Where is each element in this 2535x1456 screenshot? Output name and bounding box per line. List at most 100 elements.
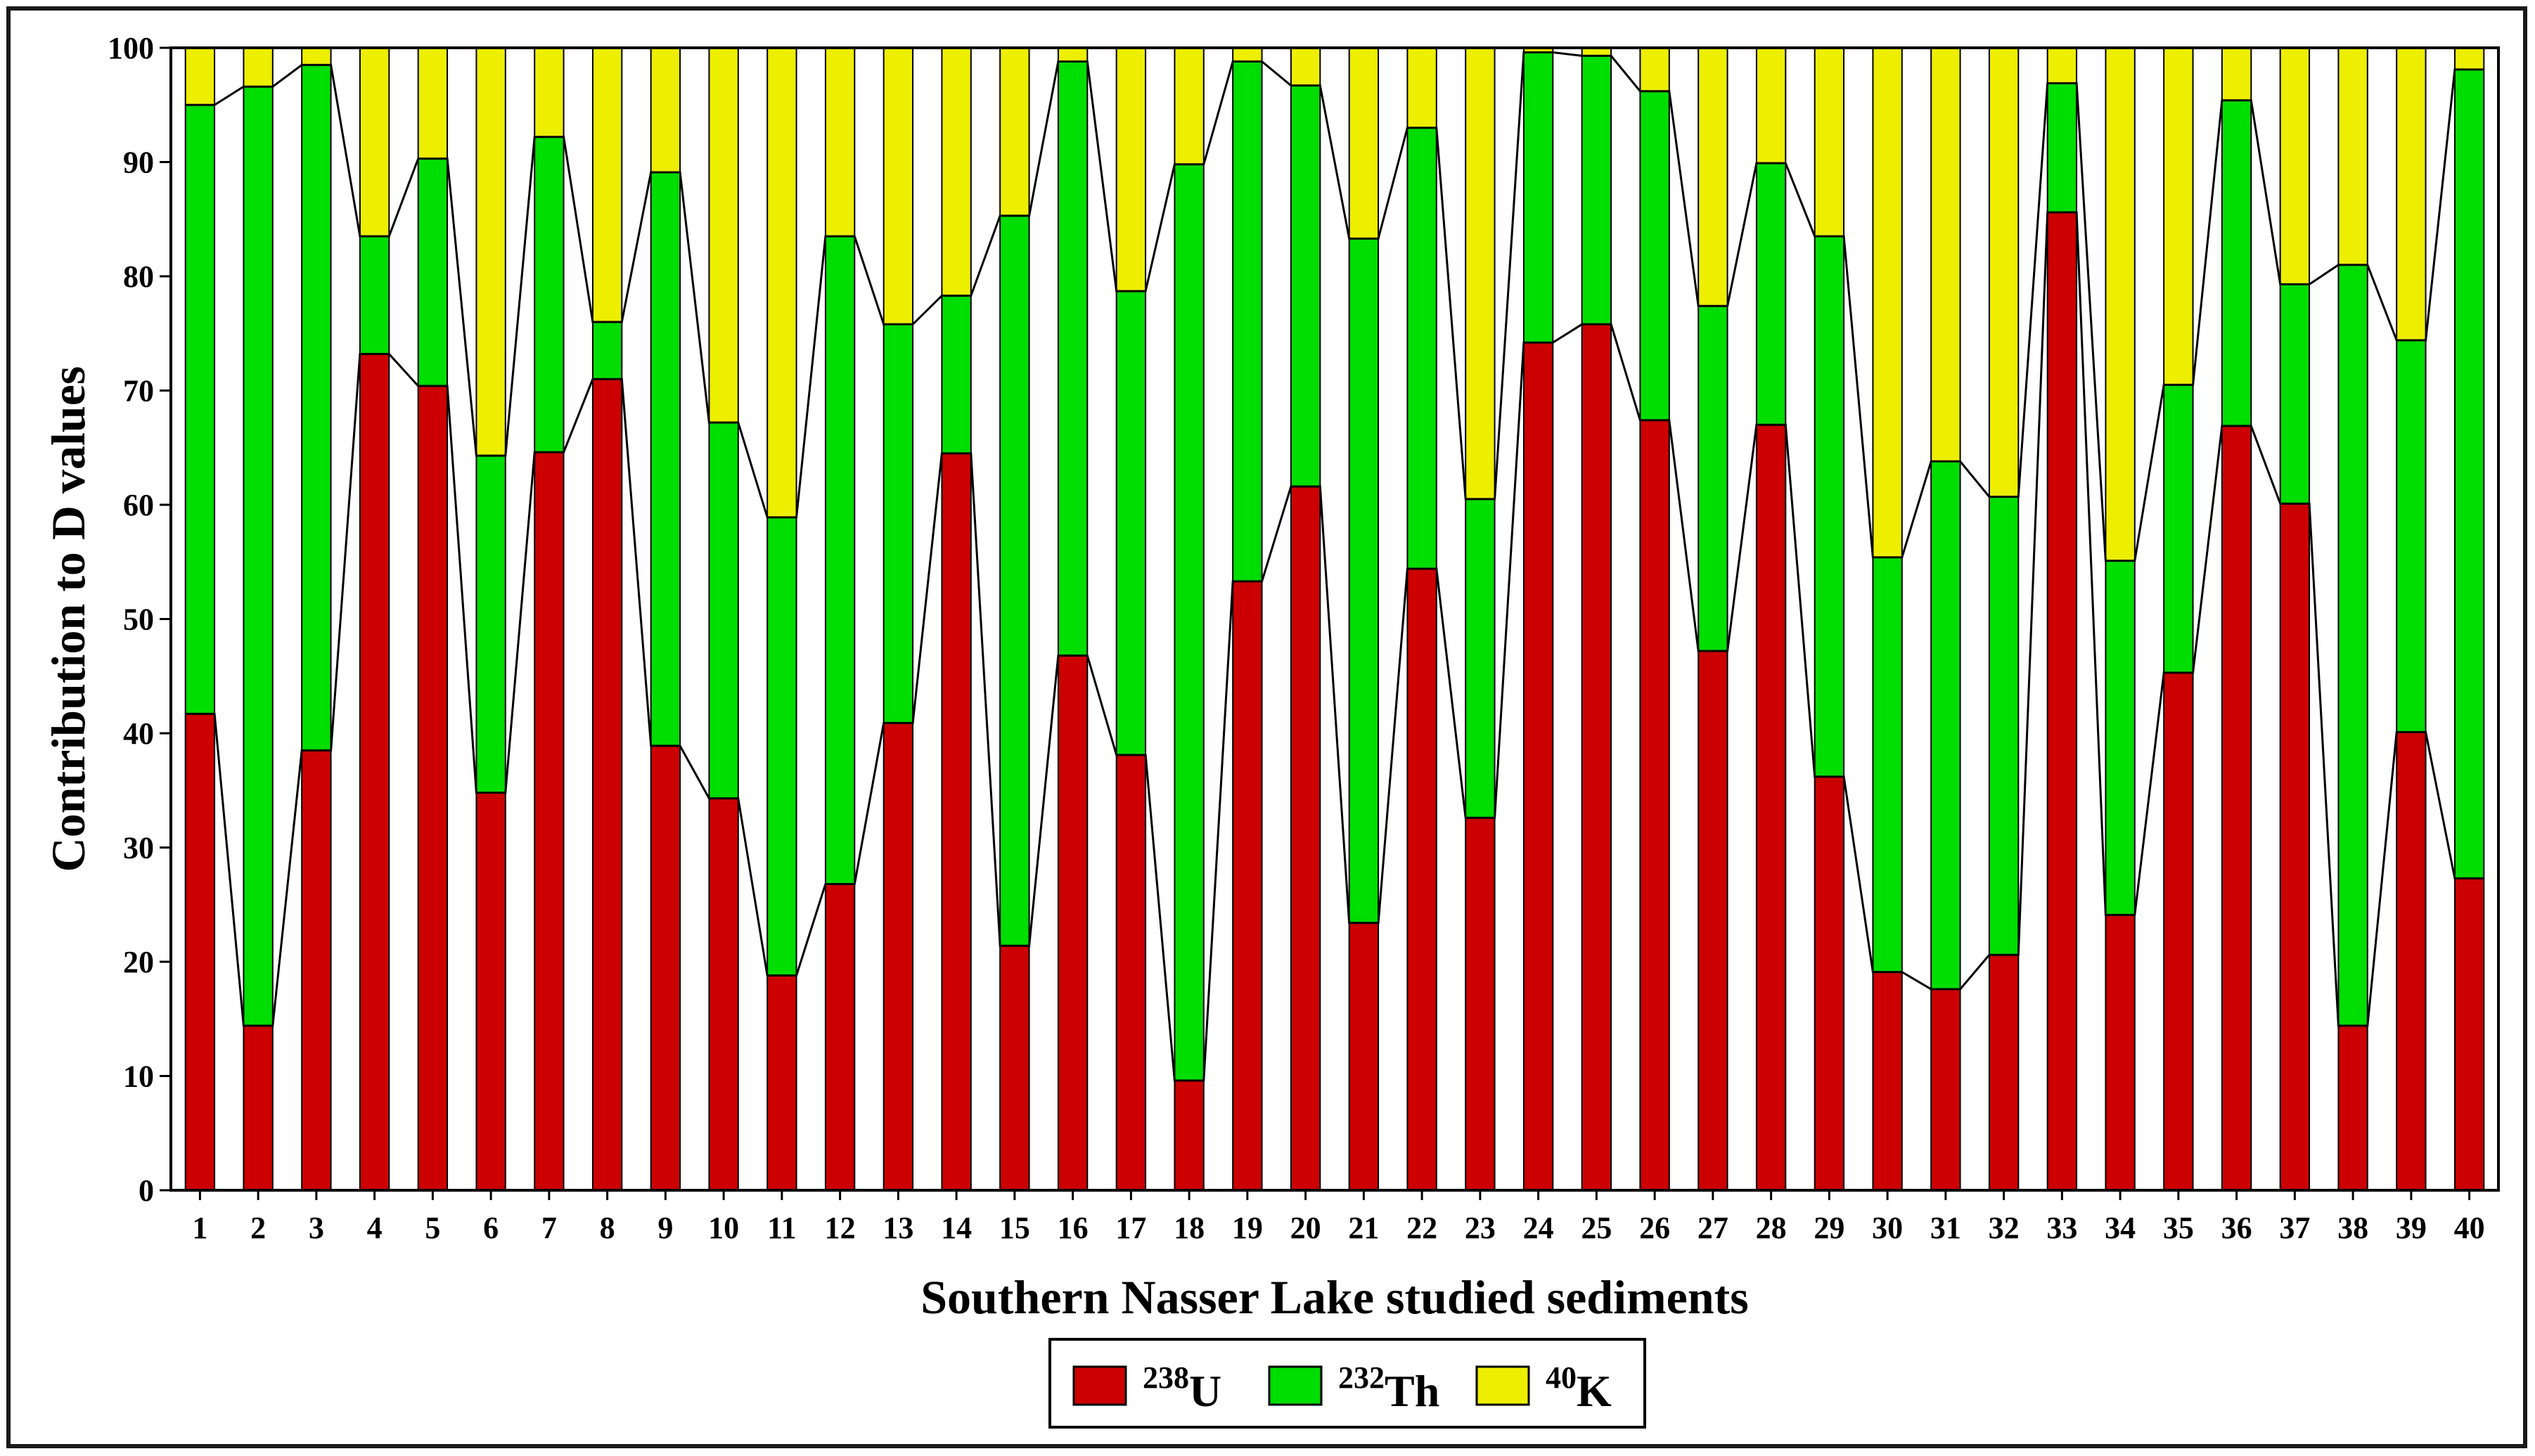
bar-238u-5	[417, 385, 449, 1191]
legend-box	[1048, 1338, 1646, 1429]
bar-238u-3	[301, 749, 332, 1191]
y-tick-label: 40	[123, 716, 154, 751]
bar-232th-21	[1348, 238, 1380, 924]
bar-232th-6	[475, 455, 506, 794]
bar-40k-10	[708, 47, 739, 423]
bar-232th-22	[1406, 127, 1437, 569]
bar-232th-27	[1698, 305, 1728, 652]
y-tick-label: 90	[123, 146, 154, 180]
bar-40k-1	[184, 47, 216, 106]
bar-40k-34	[2105, 47, 2136, 562]
bar-232th-39	[2396, 340, 2427, 733]
bar-232th-12	[824, 236, 856, 885]
bar-238u-9	[650, 745, 681, 1191]
bar-238u-36	[2221, 425, 2252, 1191]
bar-232th-34	[2105, 560, 2136, 916]
x-tick-label: 14	[941, 1211, 972, 1245]
x-tick-label: 30	[1872, 1211, 1903, 1245]
y-tick-label: 70	[123, 374, 154, 408]
bar-232th-8	[591, 321, 623, 380]
bar-40k-39	[2396, 47, 2427, 341]
bar-232th-1	[184, 104, 216, 715]
bar-232th-40	[2453, 68, 2485, 880]
bar-40k-20	[1290, 47, 1321, 86]
x-tick-label: 16	[1058, 1211, 1089, 1245]
bar-40k-22	[1406, 47, 1437, 129]
x-tick-label: 36	[2221, 1211, 2252, 1245]
x-tick-label: 31	[1930, 1211, 1961, 1245]
bar-238u-25	[1581, 323, 1612, 1191]
bar-40k-16	[1057, 47, 1089, 63]
bar-238u-2	[243, 1025, 274, 1191]
bar-232th-5	[417, 157, 449, 387]
bar-232th-11	[766, 516, 797, 977]
legend-label-238u: 238U	[1143, 1360, 1221, 1416]
y-tick-label: 20	[123, 945, 154, 979]
connector-lines-layer	[185, 51, 2484, 1082]
bar-238u-21	[1348, 922, 1380, 1191]
bar-238u-12	[824, 883, 856, 1191]
bar-232th-15	[999, 214, 1030, 947]
bars-layer	[184, 47, 2485, 1191]
x-tick-label: 26	[1639, 1211, 1670, 1245]
bar-238u-1	[184, 713, 216, 1191]
bar-238u-6	[475, 792, 506, 1191]
bar-232th-4	[359, 236, 390, 355]
x-tick-label: 38	[2337, 1211, 2368, 1245]
bar-40k-2	[243, 47, 274, 88]
bar-40k-8	[591, 47, 623, 323]
bar-232th-31	[1930, 460, 1961, 990]
bar-238u-38	[2337, 1025, 2368, 1191]
bar-238u-39	[2396, 731, 2427, 1191]
legend-swatch-40k	[1475, 1365, 1530, 1406]
bar-238u-11	[766, 974, 797, 1191]
bar-238u-26	[1639, 419, 1670, 1191]
x-axis-title: Southern Nasser Lake studied sediments	[920, 1270, 1749, 1324]
bar-40k-32	[1988, 47, 2020, 498]
bar-40k-30	[1872, 47, 1903, 558]
bar-232th-25	[1581, 55, 1612, 326]
bar-40k-37	[2279, 47, 2311, 285]
bar-232th-18	[1174, 163, 1205, 1081]
bar-232th-9	[650, 172, 681, 747]
x-tick-label: 7	[541, 1211, 557, 1245]
bar-238u-17	[1115, 754, 1147, 1191]
bar-232th-37	[2279, 283, 2311, 505]
y-tick-label: 100	[108, 31, 154, 65]
bar-232th-26	[1639, 90, 1670, 421]
bar-40k-15	[999, 47, 1030, 217]
bar-40k-38	[2337, 47, 2368, 266]
bar-238u-13	[883, 722, 914, 1191]
x-tick-label: 3	[309, 1211, 324, 1245]
bar-238u-8	[591, 378, 623, 1191]
bar-40k-13	[883, 47, 914, 326]
bar-40k-27	[1698, 47, 1728, 307]
bar-238u-16	[1057, 655, 1089, 1191]
legend-swatch-232th	[1268, 1365, 1323, 1406]
bar-232th-36	[2221, 99, 2252, 427]
bar-238u-31	[1930, 988, 1961, 1191]
x-tick-label: 29	[1814, 1211, 1844, 1245]
bar-40k-35	[2163, 47, 2194, 386]
x-tick-label: 9	[657, 1211, 673, 1245]
bar-232th-7	[534, 136, 565, 453]
x-tick-label: 17	[1115, 1211, 1146, 1245]
bar-40k-12	[824, 47, 856, 238]
y-tick-label: 30	[123, 831, 154, 865]
x-tick-label: 4	[367, 1211, 383, 1245]
x-tick-label: 24	[1523, 1211, 1554, 1245]
bar-238u-33	[2046, 212, 2078, 1191]
y-tick-label: 50	[123, 603, 154, 637]
bar-40k-21	[1348, 47, 1380, 240]
x-tick-label: 15	[999, 1211, 1030, 1245]
x-tick-label: 40	[2454, 1211, 2485, 1245]
y-axis-title: Contribution to D values	[41, 366, 95, 872]
bar-40k-11	[766, 47, 797, 518]
bar-40k-33	[2046, 47, 2078, 84]
bar-238u-27	[1698, 650, 1728, 1191]
x-tick-label: 39	[2396, 1211, 2427, 1245]
x-tick-label: 25	[1581, 1211, 1612, 1245]
bar-40k-36	[2221, 47, 2252, 101]
x-tick-label: 27	[1698, 1211, 1728, 1245]
bar-232th-3	[301, 64, 332, 752]
